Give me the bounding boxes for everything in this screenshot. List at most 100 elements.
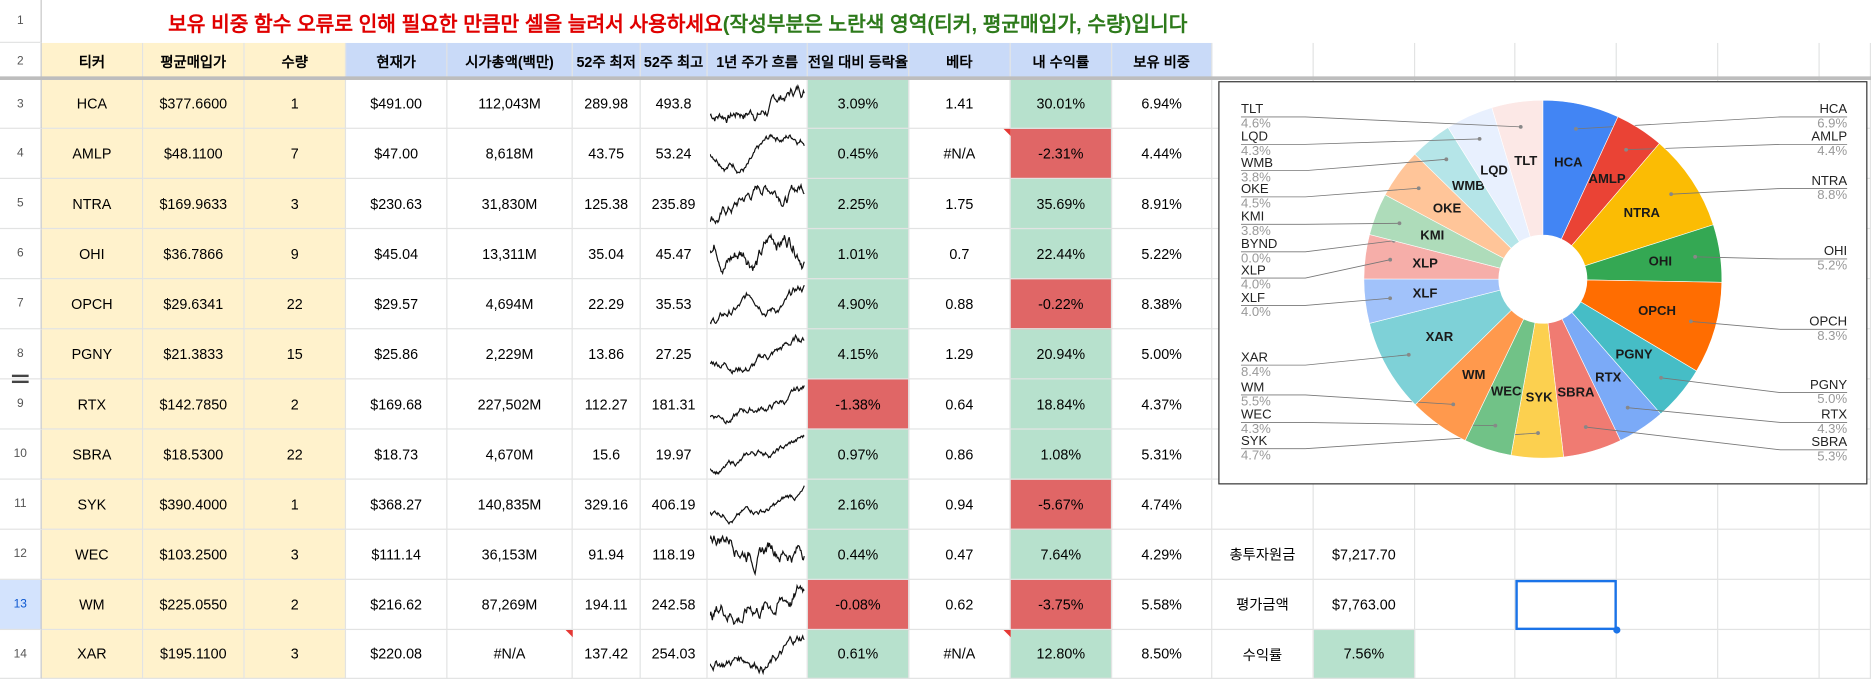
data-cell[interactable]: 2 (244, 379, 347, 430)
cell[interactable] (707, 479, 808, 530)
data-cell[interactable]: XAR (41, 630, 144, 679)
cell[interactable] (1718, 529, 1820, 580)
data-cell[interactable]: 2.25% (807, 178, 910, 230)
data-cell[interactable]: -3.75% (1010, 579, 1113, 631)
header-cell[interactable]: 티커 (41, 42, 144, 80)
data-cell[interactable]: WM (41, 579, 144, 631)
header-cell[interactable]: 현재가 (346, 42, 448, 80)
data-cell[interactable]: 53.24 (640, 128, 708, 179)
data-cell[interactable]: 7.64% (1010, 529, 1113, 580)
data-cell[interactable]: 406.19 (640, 479, 708, 530)
data-cell[interactable]: SYK (41, 479, 144, 530)
cell[interactable] (1212, 479, 1314, 530)
data-cell[interactable]: 0.62 (909, 579, 1011, 631)
data-cell[interactable]: 91.94 (572, 529, 641, 580)
pie-chart[interactable]: HCA HCA 6.9% AMLP AMLP 4.4% NTRA NTRA 8.8% OHI OHI… (1218, 81, 1868, 485)
data-cell[interactable]: $103.2500 (143, 529, 245, 580)
cell[interactable] (707, 379, 808, 430)
data-cell[interactable]: 125.38 (572, 178, 641, 230)
cell[interactable] (1515, 529, 1617, 580)
cell[interactable] (1718, 479, 1820, 530)
data-cell[interactable]: 329.16 (572, 479, 641, 530)
data-cell[interactable]: 6.94% (1112, 79, 1213, 129)
summary-value[interactable]: $7,217.70 (1313, 529, 1416, 580)
data-cell[interactable]: 1 (244, 79, 347, 129)
data-cell[interactable]: 493.8 (640, 79, 708, 129)
data-cell[interactable]: $18.73 (346, 429, 448, 480)
cell[interactable] (1819, 479, 1871, 530)
data-cell[interactable]: 22.29 (572, 279, 641, 330)
data-cell[interactable]: 2.16% (807, 479, 910, 530)
data-cell[interactable]: 1.75 (909, 178, 1011, 230)
header-cell[interactable]: 52주 최고 (640, 42, 708, 80)
data-cell[interactable]: $390.4000 (143, 479, 245, 530)
data-cell[interactable]: 8.50% (1112, 630, 1213, 679)
cell[interactable] (1415, 579, 1516, 631)
data-cell[interactable]: PGNY (41, 329, 144, 380)
data-cell[interactable]: 3 (244, 630, 347, 679)
data-cell[interactable]: 13.86 (572, 329, 641, 380)
data-cell[interactable]: 0.45% (807, 128, 910, 179)
header-cell[interactable]: 시가총액(백만) (447, 42, 573, 80)
cell[interactable] (1819, 630, 1871, 679)
data-cell[interactable]: $377.6600 (143, 79, 245, 129)
data-cell[interactable]: 0.44% (807, 529, 910, 580)
data-cell[interactable]: 5.22% (1112, 229, 1213, 280)
cell[interactable] (1415, 630, 1516, 679)
data-cell[interactable]: $25.86 (346, 329, 448, 380)
data-cell[interactable]: $36.7866 (143, 229, 245, 280)
cell[interactable] (707, 279, 808, 330)
data-cell[interactable]: 0.64 (909, 379, 1011, 430)
cell[interactable] (1616, 42, 1719, 80)
data-cell[interactable]: 227,502M (447, 379, 573, 430)
data-cell[interactable]: $29.57 (346, 279, 448, 330)
data-cell[interactable]: 1.01% (807, 229, 910, 280)
data-cell[interactable]: 1 (244, 479, 347, 530)
data-cell[interactable]: 137.42 (572, 630, 641, 679)
data-cell[interactable]: 0.97% (807, 429, 910, 480)
data-cell[interactable]: $111.14 (346, 529, 448, 580)
data-cell[interactable]: $220.08 (346, 630, 448, 679)
data-cell[interactable]: 5.58% (1112, 579, 1213, 631)
cell[interactable] (1212, 42, 1314, 80)
data-cell[interactable]: 45.47 (640, 229, 708, 280)
cell[interactable] (1313, 479, 1416, 530)
header-cell[interactable]: 52주 최저 (572, 42, 641, 80)
data-cell[interactable]: 3.09% (807, 79, 910, 129)
data-cell[interactable]: $169.9633 (143, 178, 245, 230)
data-cell[interactable]: 2 (244, 579, 347, 631)
data-cell[interactable]: $169.68 (346, 379, 448, 430)
data-cell[interactable]: 19.97 (640, 429, 708, 480)
data-cell[interactable]: 0.61% (807, 630, 910, 679)
data-cell[interactable]: 22.44% (1010, 229, 1113, 280)
cell[interactable] (1515, 630, 1617, 679)
data-cell[interactable]: 181.31 (640, 379, 708, 430)
data-cell[interactable]: $29.6341 (143, 279, 245, 330)
data-cell[interactable]: 4.44% (1112, 128, 1213, 179)
cell[interactable] (1718, 42, 1820, 80)
summary-label[interactable]: 평가금액 (1212, 579, 1314, 631)
data-cell[interactable]: $230.63 (346, 178, 448, 230)
data-cell[interactable]: WEC (41, 529, 144, 580)
data-cell[interactable]: $18.5300 (143, 429, 245, 480)
data-cell[interactable]: 254.03 (640, 630, 708, 679)
resize-handle[interactable] (11, 374, 29, 378)
data-cell[interactable]: $142.7850 (143, 379, 245, 430)
cell[interactable] (707, 529, 808, 580)
data-cell[interactable]: HCA (41, 79, 144, 129)
data-cell[interactable]: 31,830M (447, 178, 573, 230)
data-cell[interactable]: 22 (244, 429, 347, 480)
cell[interactable] (1415, 479, 1516, 530)
data-cell[interactable]: 15.6 (572, 429, 641, 480)
cell[interactable] (1616, 579, 1719, 631)
data-cell[interactable]: 7 (244, 128, 347, 179)
data-cell[interactable]: 2,229M (447, 329, 573, 380)
data-cell[interactable]: RTX (41, 379, 144, 430)
data-cell[interactable]: 5.00% (1112, 329, 1213, 380)
data-cell[interactable]: 30.01% (1010, 79, 1113, 129)
header-cell[interactable]: 베타 (909, 42, 1011, 80)
summary-value[interactable]: 7.56% (1313, 630, 1416, 679)
data-cell[interactable]: 20.94% (1010, 329, 1113, 380)
data-cell[interactable]: 0.7 (909, 229, 1011, 280)
data-cell[interactable]: 112.27 (572, 379, 641, 430)
